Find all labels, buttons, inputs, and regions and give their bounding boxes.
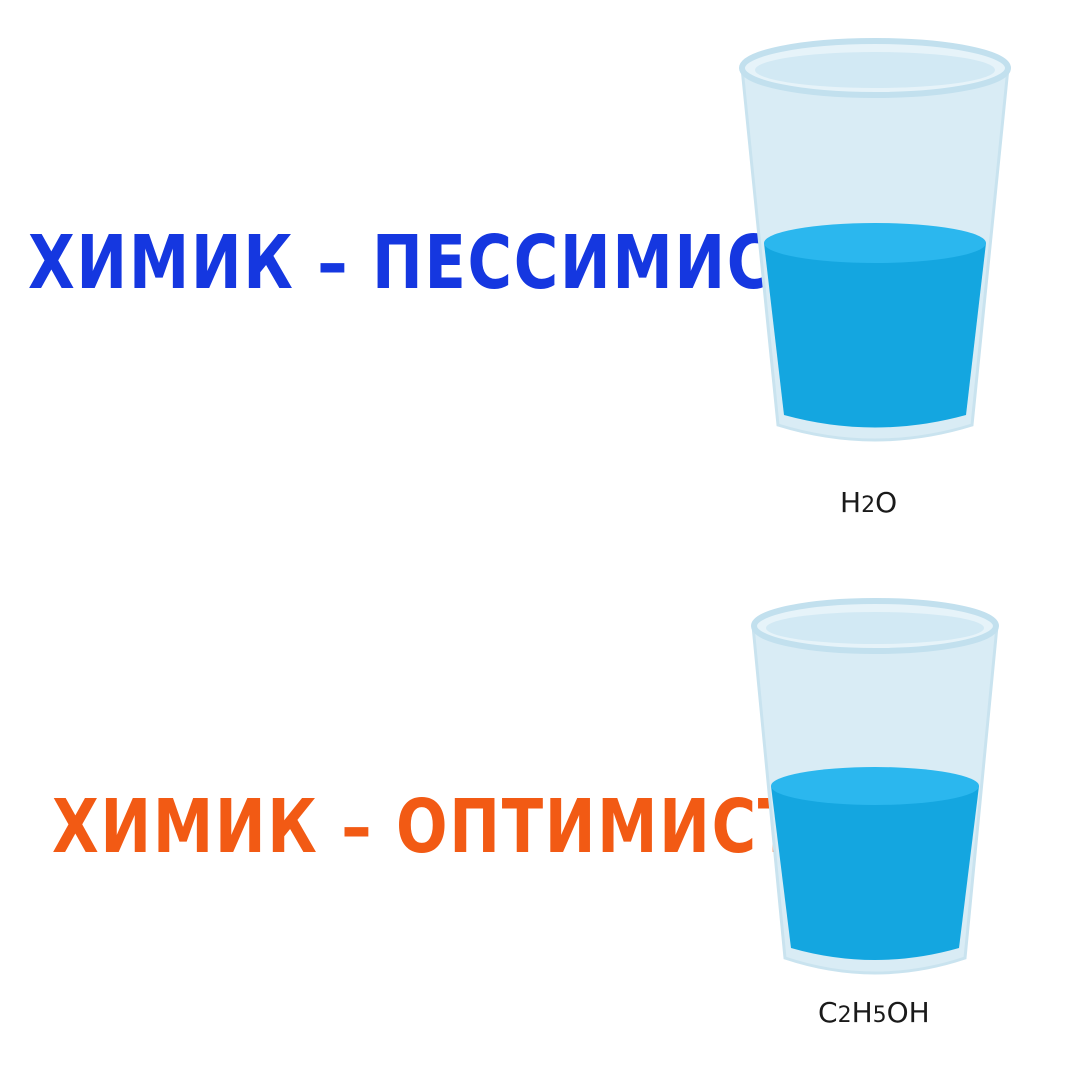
glass-of-water-icon	[739, 38, 1011, 442]
glass-of-ethanol-icon	[751, 598, 999, 975]
headline-pessimist: ХИМИК – ПЕССИМИСТ	[28, 220, 816, 306]
liquid-level	[771, 786, 979, 960]
formula-water: H2O	[840, 486, 898, 519]
liquid-level	[764, 243, 986, 428]
headline-optimist: ХИМИК – ОПТИМИСТ	[52, 784, 801, 870]
formula-ethanol: C2H5OH	[818, 996, 930, 1029]
